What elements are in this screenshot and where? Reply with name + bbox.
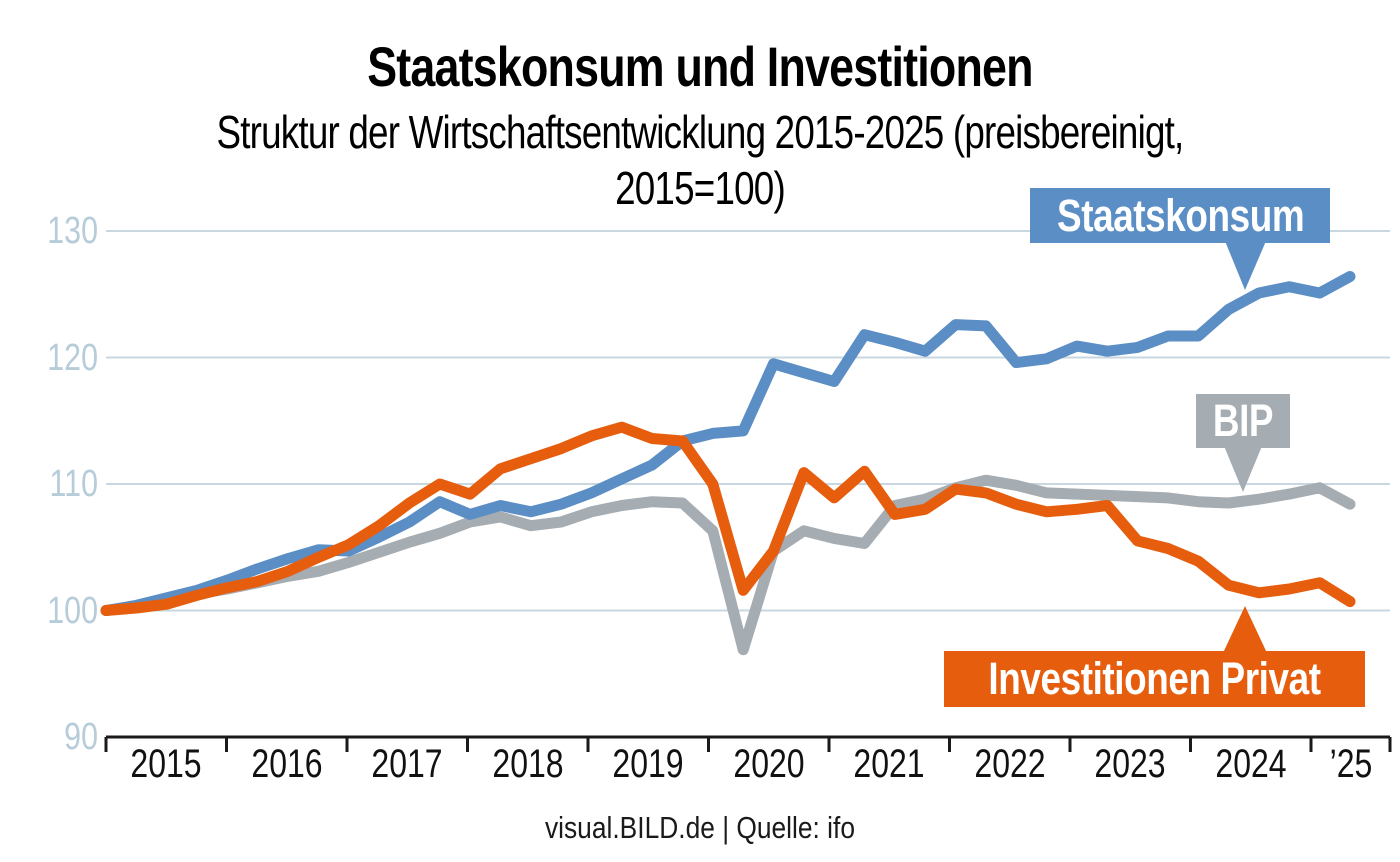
bip-series-label: BIP: [1196, 394, 1290, 448]
page-title: Staatskonsum und Investitionen: [0, 36, 1400, 98]
x-axis-label-2015: 2015: [130, 742, 202, 786]
page-subtitle: Struktur der Wirtschaftsentwicklung 2015…: [0, 104, 1400, 214]
staatskonsum-series-label: Staatskonsum: [1030, 188, 1330, 243]
x-axis-label-2023: 2023: [1094, 742, 1166, 786]
x-axis-label-2024: 2024: [1215, 742, 1287, 786]
staatskonsum-series-label-text: Staatskonsum: [1057, 190, 1305, 241]
y-axis-label-100: 100: [47, 589, 98, 632]
investitionen-label-pointer-icon: [1223, 606, 1267, 653]
y-axis-label-130: 130: [47, 210, 98, 252]
investitionen-series-label-text: Investitionen Privat: [988, 653, 1321, 704]
x-axis-label-2018: 2018: [492, 742, 564, 786]
x-axis-label-2022: 2022: [974, 742, 1046, 786]
y-axis-label-110: 110: [49, 463, 98, 505]
x-axis-label-25: ’25: [1329, 742, 1372, 786]
source-credit: visual.BILD.de | Quelle: ifo: [544, 810, 856, 845]
y-axis-label-120: 120: [47, 336, 98, 379]
series-line-staatskonsum: [100, 271, 1356, 616]
series-line-investitionen-privat: [100, 421, 1356, 616]
x-axis-label-2020: 2020: [733, 742, 805, 786]
y-axis-label-90: 90: [64, 716, 98, 758]
x-axis-label-2016: 2016: [251, 742, 323, 786]
bip-series-label-text: BIP: [1212, 395, 1274, 446]
series-line-bip: [100, 474, 1356, 656]
investitionen-series-label: Investitionen Privat: [944, 651, 1365, 707]
page-title-text: Staatskonsum und Investitionen: [367, 35, 1033, 98]
bip-label-pointer-icon: [1224, 446, 1262, 492]
x-axis-label-2021: 2021: [853, 742, 925, 786]
x-axis-label-2019: 2019: [612, 742, 684, 786]
page-subtitle-text: Struktur der Wirtschaftsentwicklung 2015…: [216, 106, 1185, 214]
x-axis-label-2017: 2017: [371, 742, 443, 786]
staatskonsum-label-pointer-icon: [1225, 241, 1266, 290]
